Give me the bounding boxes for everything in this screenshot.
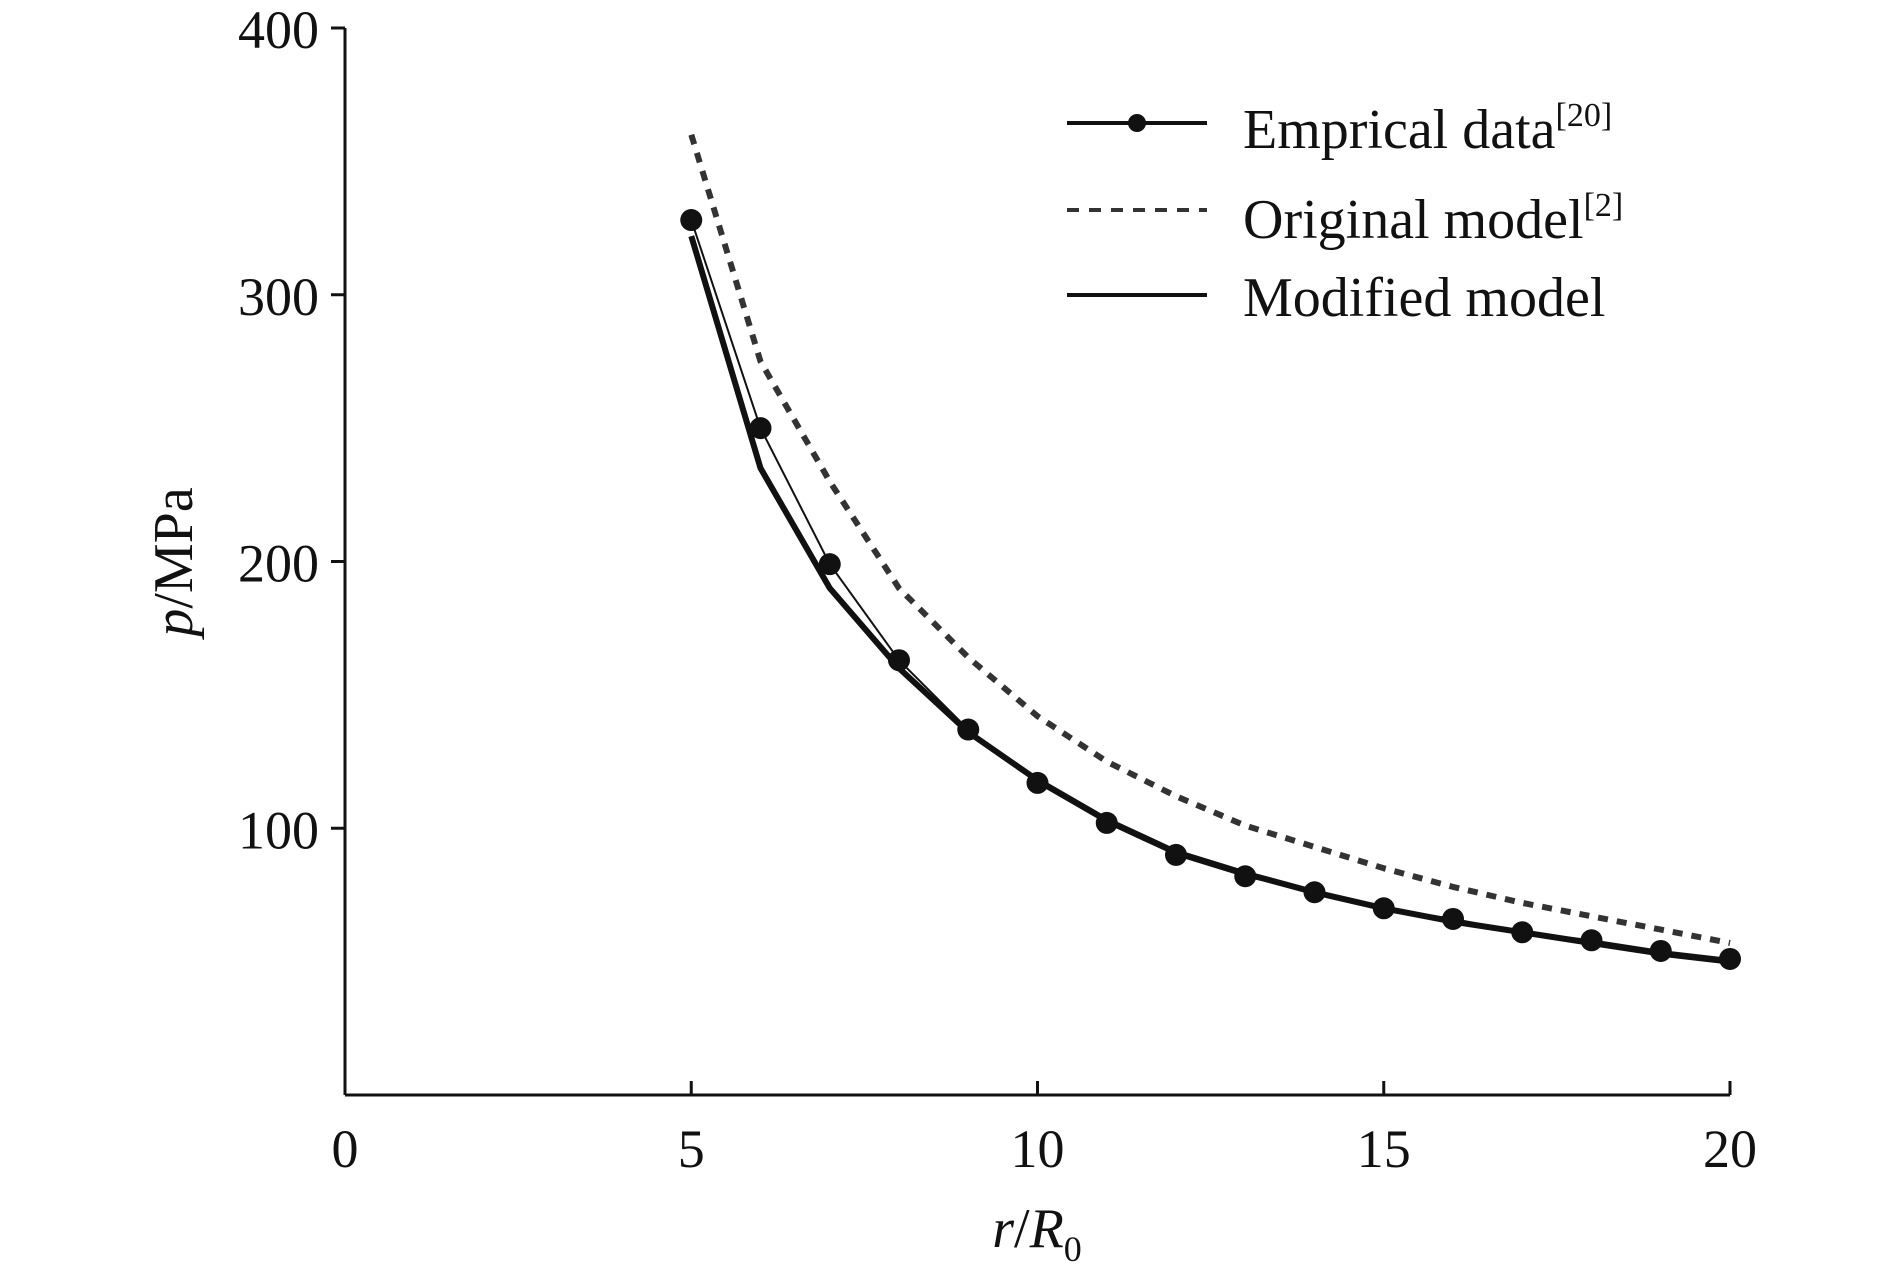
x-tick-label-0: 0 [332,1119,359,1179]
data-point-empirical-14 [1303,881,1326,904]
y-tick-label-300: 300 [238,267,319,327]
legend-label-modified: Modified model [1243,267,1605,329]
data-point-empirical-19 [1649,939,1672,962]
legend: Emprical data[20] Original model[2] Modi… [1067,97,1623,329]
data-point-empirical-6 [749,417,772,440]
legend-marker-empirical [1128,114,1146,132]
x-tick-label-10: 10 [1011,1119,1065,1179]
x-tick-label-20: 20 [1703,1119,1757,1179]
data-point-empirical-15 [1372,897,1395,920]
plot-area [680,133,1741,970]
x-axis-title: r/R0 [992,1198,1082,1269]
data-point-empirical-17 [1511,921,1534,944]
legend-item-original: Original model[2] [1067,187,1623,251]
legend-item-empirical: Emprical data[20] [1067,97,1612,161]
data-point-empirical-5 [680,209,703,232]
data-point-empirical-16 [1442,907,1464,930]
legend-label-empirical: Emprical data[20] [1243,97,1612,161]
series-line-empirical [690,219,1731,960]
data-point-empirical-20 [1719,947,1741,970]
data-point-empirical-10 [1026,771,1049,794]
axis-ticks: 0 5 10 15 20 100 200 300 400 [238,0,1757,1179]
x-tick-label-5: 5 [678,1119,705,1179]
y-tick-label-200: 200 [238,534,319,594]
y-tick-label-100: 100 [238,800,319,860]
series-line-modified [688,235,1731,965]
data-point-empirical-8 [888,649,910,672]
data-point-empirical-7 [818,553,841,576]
x-tick-label-15: 15 [1357,1119,1411,1179]
series-line-original [688,133,1731,946]
data-point-empirical-13 [1234,865,1257,888]
data-point-empirical-11 [1095,811,1118,834]
data-point-empirical-18 [1580,929,1603,952]
data-point-empirical-12 [1165,843,1187,866]
y-axis-title: p/MPa [143,487,205,640]
legend-item-modified: Modified model [1067,267,1605,329]
y-tick-label-400: 400 [238,0,319,60]
legend-label-original: Original model[2] [1243,187,1623,251]
data-point-empirical-9 [957,718,980,741]
